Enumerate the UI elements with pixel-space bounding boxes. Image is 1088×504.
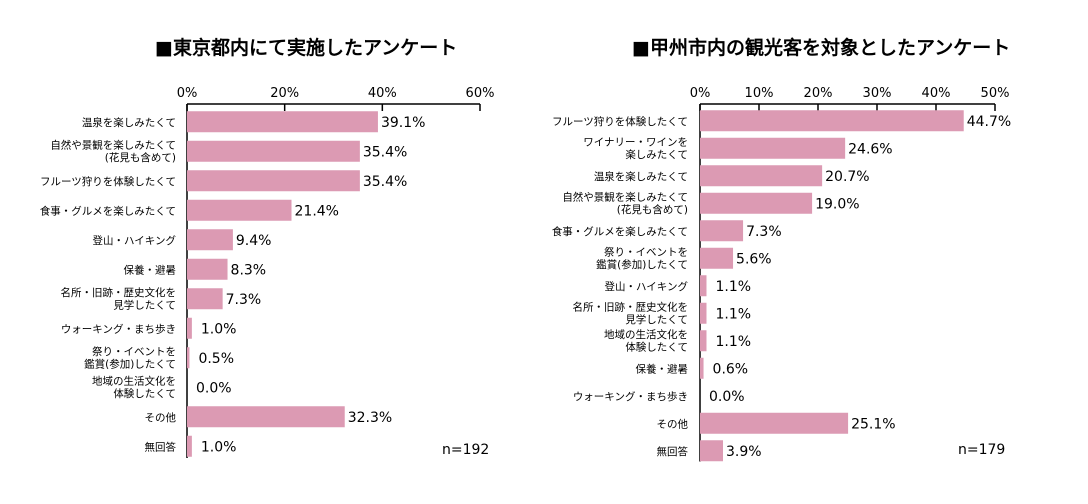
- data-label: 19.0%: [815, 196, 859, 212]
- bar: [187, 229, 233, 251]
- data-label: 1.1%: [715, 334, 751, 350]
- x-tick-label: 20%: [804, 86, 833, 101]
- x-tick-label: 0%: [690, 86, 711, 101]
- bar: [700, 247, 734, 269]
- category-label: 地域の生活文化を体験したくて: [92, 374, 176, 400]
- category-label: ウォーキング・まち歩き: [573, 390, 688, 403]
- category-label: フルーツ狩りを体験したくて: [40, 175, 176, 188]
- x-tick-label: 0%: [177, 86, 198, 101]
- bar: [187, 140, 360, 162]
- bar: [700, 357, 704, 379]
- chart-title: ■東京都内にて実施したアンケート: [155, 36, 457, 59]
- category-label: 自然や景観を楽しみたくて(花見も含めて): [50, 138, 176, 164]
- bar: [187, 170, 360, 192]
- data-label: 21.4%: [295, 203, 339, 219]
- category-label: 祭り・イベントを鑑賞(参加)したくて: [596, 246, 688, 271]
- tokyo-survey-chart: ■東京都内にて実施したアンケート n=192 0% 20% 40% 60% 39.1% 温…: [40, 36, 495, 458]
- data-label: 7.3%: [226, 292, 262, 308]
- x-tick-label: 30%: [863, 86, 892, 101]
- bar: [187, 258, 228, 280]
- chart-title: ■甲州市内の観光客を対象としたアンケート: [632, 36, 1010, 59]
- data-label: 35.4%: [363, 144, 407, 160]
- bar: [700, 330, 707, 352]
- category-label: 自然や景観を楽しみたくて(花見も含めて): [562, 190, 688, 216]
- x-tick-label: 50%: [981, 86, 1010, 101]
- bar: [700, 192, 813, 214]
- data-label: 32.3%: [348, 410, 392, 426]
- category-label: 温泉を楽しみたくて: [82, 116, 176, 129]
- category-label: 食事・グルメを楽しみたくて: [552, 225, 688, 238]
- bar: [187, 435, 192, 457]
- bar: [700, 440, 724, 462]
- category-label: その他: [145, 411, 177, 424]
- bar: [187, 111, 378, 133]
- data-label: 9.4%: [236, 233, 272, 249]
- data-label: 0.5%: [198, 351, 234, 367]
- x-tick-label: 40%: [922, 86, 951, 101]
- category-label: その他: [657, 417, 689, 430]
- category-label: 温泉を楽しみたくて: [594, 170, 688, 183]
- data-label: 0.0%: [709, 389, 745, 405]
- x-tick-label: 60%: [466, 86, 495, 101]
- bar: [700, 302, 707, 324]
- category-label: 登山・ハイキング: [93, 234, 177, 247]
- data-label: 25.1%: [851, 416, 895, 432]
- x-tick-label: 20%: [270, 86, 299, 101]
- bar: [187, 317, 192, 339]
- category-label: 名所・旧跡・歴史文化を見学したくて: [61, 286, 177, 312]
- category-label: 登山・ハイキング: [605, 280, 689, 293]
- bar: [700, 137, 846, 159]
- data-label: 3.9%: [726, 444, 762, 460]
- category-label: 名所・旧跡・歴史文化を見学したくて: [573, 300, 689, 326]
- bar: [700, 412, 849, 434]
- data-label: 5.6%: [736, 251, 772, 267]
- category-label: 地域の生活文化を体験したくて: [604, 328, 688, 354]
- data-label: 1.0%: [201, 321, 237, 337]
- bar: [187, 347, 190, 369]
- data-label: 0.0%: [196, 380, 232, 396]
- koshu-survey-chart: ■甲州市内の観光客を対象としたアンケート n=179 0% 10% 20% 30% 40…: [552, 36, 1011, 462]
- data-label: 39.1%: [381, 115, 425, 131]
- bar: [700, 220, 744, 242]
- category-label: 食事・グルメを楽しみたくて: [40, 204, 176, 217]
- category-label: 祭り・イベントを鑑賞(参加)したくて: [84, 346, 176, 371]
- bar: [187, 288, 223, 310]
- data-label: 20.7%: [825, 169, 869, 185]
- sample-size-label: n=179: [958, 442, 1005, 458]
- data-label: 1.1%: [715, 279, 751, 295]
- category-label: ワイナリー・ワインを楽しみたくて: [583, 136, 688, 161]
- sample-size-label: n=192: [442, 442, 489, 458]
- data-label: 35.4%: [363, 174, 407, 190]
- data-label: 44.7%: [967, 114, 1011, 130]
- category-label: 無回答: [657, 445, 689, 458]
- x-tick-label: 40%: [368, 86, 397, 101]
- data-label: 24.6%: [848, 141, 892, 157]
- category-label: フルーツ狩りを体験したくて: [552, 115, 688, 128]
- bar: [700, 165, 823, 187]
- category-label: ウォーキング・まち歩き: [61, 322, 176, 335]
- category-label: 保養・避暑: [124, 263, 177, 276]
- x-tick-label: 10%: [745, 86, 774, 101]
- bar: [700, 275, 707, 297]
- data-label: 7.3%: [746, 224, 782, 240]
- bar: [187, 406, 345, 428]
- category-label: 無回答: [145, 440, 177, 453]
- bar: [700, 110, 964, 132]
- data-label: 1.1%: [715, 306, 751, 322]
- bar: [187, 199, 292, 221]
- data-label: 8.3%: [231, 262, 267, 278]
- data-label: 1.0%: [201, 439, 237, 455]
- data-label: 0.6%: [713, 361, 749, 377]
- category-label: 保養・避暑: [636, 362, 689, 375]
